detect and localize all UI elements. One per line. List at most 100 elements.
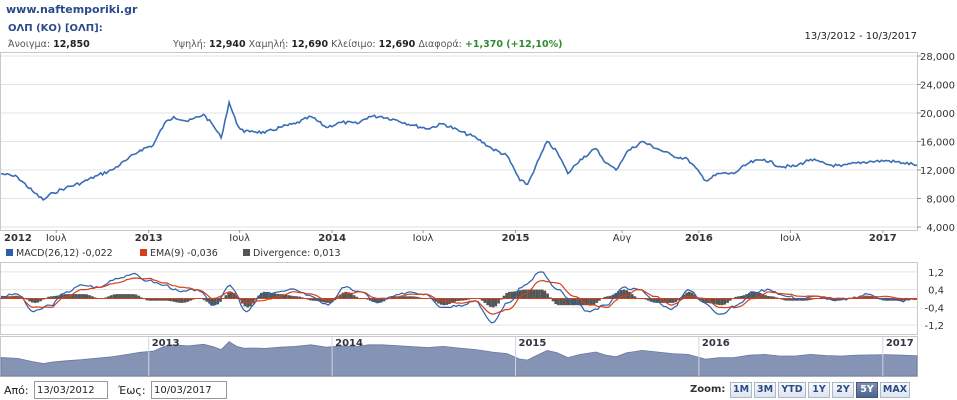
divergence-bar [230,291,233,299]
divergence-bar [112,294,116,299]
divergence-bar [11,296,15,299]
change-value: +1,370 (+12,10%) [464,39,563,50]
divergence-bar [644,298,648,300]
price-y-tick-label: 16,000 [920,138,955,149]
divergence-bar [80,294,83,299]
divergence-bar [41,298,45,300]
divergence-bar [268,292,271,299]
divergence-bar [33,298,37,303]
zoom-button-5y[interactable]: 5Y [856,382,878,398]
divergence-bar [677,298,680,301]
divergence-bar [295,296,299,299]
divergence-bar [137,295,141,299]
divergence-bar [131,294,135,299]
divergence-bar [516,290,520,299]
divergence-bar [508,291,511,299]
divergence-bar [688,291,691,299]
divergence-bar [505,292,509,299]
divergence-bar [180,298,184,303]
divergence-bar [881,298,885,301]
divergence-bar [88,295,91,299]
divergence-bar [685,292,689,299]
divergence-bar [390,296,394,299]
divergence-bar [150,298,154,301]
from-date-input[interactable] [34,381,108,399]
zoom-button-1y[interactable]: 1Y [808,382,830,398]
macd-y-tick-label: -0,4 [924,303,944,314]
divergence-legend-swatch [243,249,250,256]
divergence-bar [718,298,721,305]
ema-legend-swatch [140,249,147,256]
divergence-bar [859,297,863,299]
divergence-bar [232,292,236,299]
zoom-button-ytd[interactable]: YTD [778,382,806,398]
divergence-bar [320,298,323,302]
divergence-bar [55,295,59,299]
close-label: Κλείσιμο: [331,39,376,50]
macd-y-tick-label: -1,2 [924,321,944,332]
divergence-bar [464,298,468,301]
divergence-bar [628,291,631,299]
divergence-bar [461,298,465,301]
divergence-bar [614,293,618,299]
divergence-bar [292,296,296,299]
divergence-bar [52,296,56,299]
zoom-button-1m[interactable]: 1M [730,382,752,398]
price-x-tick-label: Ιουλ [780,233,801,244]
divergence-bar [161,298,165,301]
divergence-bar [28,298,32,302]
zoom-button-3m[interactable]: 3M [754,382,776,398]
divergence-bar [753,291,757,299]
divergence-bar [715,298,719,305]
divergence-bar [622,289,626,299]
divergence-bar [903,298,907,301]
divergence-bar [115,294,119,299]
divergence-bar [14,296,18,299]
divergence-bar [134,294,138,299]
zoom-button-max[interactable]: MAX [880,382,910,398]
divergence-bar [352,295,356,299]
divergence-bar [448,298,451,304]
to-date-input[interactable] [151,381,227,399]
price-x-tick-label: Ιουλ [229,233,250,244]
divergence-bar [532,289,536,299]
divergence-bar [494,298,498,307]
site-logo[interactable]: www.naftemporiki.gr [6,3,138,16]
divergence-bar [374,298,378,303]
divergence-bar [47,296,51,299]
divergence-bar [557,298,560,306]
macd-legend: MACD(26,12) -0,022 EMA(9) -0,036 Diverge… [6,248,341,259]
price-x-tick-label: 2016 [685,233,713,244]
high-value: 12,940 [208,39,246,50]
divergence-bar [418,297,421,299]
navigator-year-label: 2015 [519,338,547,349]
divergence-bar [802,298,806,301]
divergence-bar [799,298,803,301]
zoom-button-2y[interactable]: 2Y [832,382,854,398]
divergence-bar [110,295,113,299]
divergence-bar [251,298,255,304]
navigator-year-label: 2016 [702,338,730,349]
divergence-bar [794,298,798,301]
divergence-bar [148,298,151,301]
divergence-bar [412,296,416,299]
divergence-bar [213,298,217,306]
chart-canvas[interactable]: 28,000 24,000 20,000 16,000 12,000 8,000 4,000… [0,0,957,380]
price-y-tick-label: 4,000 [926,223,955,234]
divergence-bar [491,298,495,308]
divergence-bar [227,292,231,299]
divergence-bar [371,298,375,302]
divergence-bar [467,298,470,300]
divergence-bar [486,298,490,306]
price-x-tick-label: Ιουλ [46,233,67,244]
price-x-tick-label: 2014 [318,233,346,244]
divergence-bar [666,298,669,303]
divergence-bar [159,298,162,301]
price-y-axis: 28,000 24,000 20,000 16,000 12,000 8,000 4,000 [917,52,955,234]
divergence-bar [31,298,34,303]
open-label: Άνοιγμα: [8,39,51,50]
divergence-bar [756,292,759,299]
divergence-bar [791,298,795,301]
divergence-bar [93,297,97,299]
divergence-bar [69,294,72,299]
